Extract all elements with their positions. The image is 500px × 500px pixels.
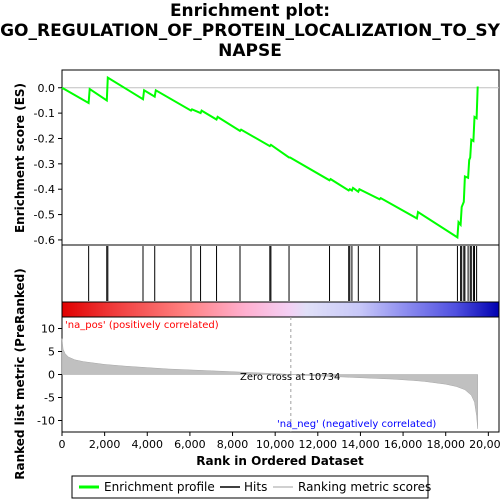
legend-metric-label: Ranking metric scores xyxy=(298,480,431,494)
enrichment-profile-line xyxy=(61,75,479,240)
es-y-axis-label: Enrichment score (ES) xyxy=(13,83,27,233)
metric-y-tick-label: 0 xyxy=(48,369,55,382)
x-tick-label: 20,000 xyxy=(469,438,500,451)
hits-panel xyxy=(61,244,500,303)
es-y-tick-label: -0.5 xyxy=(34,209,55,222)
metric-panel: 10 5 0 -5 -10 'na_pos' (positively correlate… xyxy=(37,316,500,433)
es-plot-area xyxy=(61,69,500,246)
metric-y-ticks: 10 5 0 -5 -10 xyxy=(37,323,62,428)
x-tick-label: 0 xyxy=(59,438,66,451)
rank-color-bar xyxy=(61,301,500,318)
hit-lines xyxy=(88,246,478,301)
chart-title-line-2: GO_REGULATION_OF_PROTEIN_LOCALIZATION_TO… xyxy=(0,21,500,41)
x-tick-label: 14,000 xyxy=(341,438,380,451)
chart-title-line-3: NAPSE xyxy=(218,41,282,61)
es-y-tick-label: 0.0 xyxy=(38,82,56,95)
es-y-tick-label: -0.4 xyxy=(34,183,55,196)
rank-bar-panel xyxy=(61,301,500,318)
neg-label: 'na_neg' (negatively correlated) xyxy=(277,419,436,430)
es-y-tick-label: -0.1 xyxy=(34,107,55,120)
es-y-tick-label: -0.2 xyxy=(34,132,55,145)
es-y-tick-label: -0.6 xyxy=(34,234,55,247)
legend-hits-label: Hits xyxy=(244,480,267,494)
x-tick-label: 2,000 xyxy=(89,438,121,451)
es-y-tick-label: -0.3 xyxy=(34,158,55,171)
hits-plot-area xyxy=(61,244,500,303)
legend: Enrichment profile Hits Ranking metric s… xyxy=(71,475,431,499)
zero-cross-label: Zero cross at 10734 xyxy=(240,372,340,383)
metric-y-tick-label: -5 xyxy=(44,392,55,405)
chart-title: Enrichment plot: GO_REGULATION_OF_PROTEI… xyxy=(0,1,500,61)
chart-title-line-1: Enrichment plot: xyxy=(169,1,331,21)
metric-y-tick-label: 5 xyxy=(48,346,55,359)
ranking-metric-area xyxy=(61,338,478,429)
x-tick-label: 18,000 xyxy=(426,438,465,451)
legend-enrichment-label: Enrichment profile xyxy=(104,480,215,494)
x-axis-ticks: 0 2,000 4,000 6,000 8,000 10,000 12,000 14,000 1… xyxy=(59,432,500,451)
metric-y-tick-label: 10 xyxy=(41,323,55,336)
x-tick-label: 10,000 xyxy=(256,438,295,451)
x-tick-label: 16,000 xyxy=(384,438,423,451)
x-tick-label: 12,000 xyxy=(299,438,338,451)
x-tick-label: 8,000 xyxy=(217,438,249,451)
x-tick-label: 6,000 xyxy=(174,438,206,451)
es-y-ticks: 0.0 -0.1 -0.2 -0.3 -0.4 -0.5 -0.6 xyxy=(34,82,62,247)
pos-label: 'na_pos' (positively correlated) xyxy=(65,320,219,331)
x-tick-label: 4,000 xyxy=(132,438,164,451)
metric-y-tick-label: -10 xyxy=(37,415,55,428)
legend-box xyxy=(71,475,429,499)
metric-y-axis-label: Ranked list metric (PreRanked) xyxy=(13,268,27,480)
es-panel: 0.0 -0.1 -0.2 -0.3 -0.4 -0.5 -0.6 xyxy=(34,69,500,247)
x-axis-label: Rank in Ordered Dataset xyxy=(196,454,364,468)
